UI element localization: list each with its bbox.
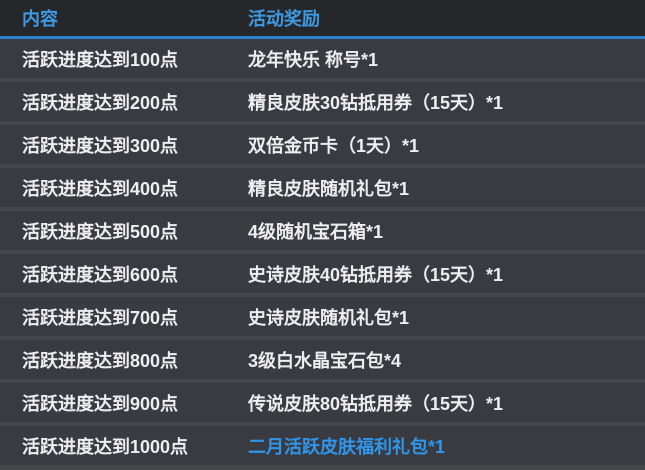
progress-requirement-cell: 活跃进度达到400点 — [22, 178, 179, 199]
progress-requirement-cell: 活跃进度达到1000点 — [22, 436, 189, 457]
column-header-reward: 活动奖励 — [248, 9, 320, 29]
table-row: 活跃进度达到100点 龙年快乐 称号*1 — [0, 39, 645, 78]
table-body: 活跃进度达到100点 龙年快乐 称号*1 活跃进度达到200点 精良皮肤30钻抵… — [0, 39, 645, 465]
table-row: 活跃进度达到800点 3级白水晶宝石包*4 — [0, 340, 645, 379]
reward-cell: 精良皮肤30钻抵用券（15天）*1 — [248, 92, 504, 113]
reward-cell: 史诗皮肤40钻抵用券（15天）*1 — [248, 264, 504, 285]
table-row: 活跃进度达到1000点 二月活跃皮肤福利礼包*1 — [0, 426, 645, 465]
table-row: 活跃进度达到300点 双倍金币卡（1天）*1 — [0, 125, 645, 164]
table-row: 活跃进度达到900点 传说皮肤80钻抵用券（15天）*1 — [0, 383, 645, 422]
progress-requirement-cell: 活跃进度达到800点 — [22, 350, 179, 371]
reward-link[interactable]: 二月活跃皮肤福利礼包*1 — [248, 436, 446, 457]
progress-requirement-cell: 活跃进度达到900点 — [22, 393, 179, 414]
table-row: 活跃进度达到600点 史诗皮肤40钻抵用券（15天）*1 — [0, 254, 645, 293]
table-row: 活跃进度达到700点 史诗皮肤随机礼包*1 — [0, 297, 645, 336]
table-header-row: 内容 活动奖励 — [0, 0, 645, 39]
progress-requirement-cell: 活跃进度达到300点 — [22, 135, 179, 156]
progress-requirement-cell: 活跃进度达到700点 — [22, 307, 179, 328]
reward-cell: 传说皮肤80钻抵用券（15天）*1 — [248, 393, 504, 414]
reward-cell: 3级白水晶宝石包*4 — [248, 350, 402, 371]
progress-requirement-cell: 活跃进度达到200点 — [22, 92, 179, 113]
column-header-content: 内容 — [22, 9, 58, 29]
progress-requirement-cell: 活跃进度达到500点 — [22, 221, 179, 242]
reward-cell: 史诗皮肤随机礼包*1 — [248, 307, 410, 328]
table-row: 活跃进度达到200点 精良皮肤30钻抵用券（15天）*1 — [0, 82, 645, 121]
progress-requirement-cell: 活跃进度达到100点 — [22, 49, 179, 70]
reward-cell: 精良皮肤随机礼包*1 — [248, 178, 410, 199]
reward-cell: 4级随机宝石箱*1 — [248, 221, 384, 242]
progress-requirement-cell: 活跃进度达到600点 — [22, 264, 179, 285]
reward-cell: 双倍金币卡（1天）*1 — [248, 135, 420, 156]
table-row: 活跃进度达到500点 4级随机宝石箱*1 — [0, 211, 645, 250]
table-row: 活跃进度达到400点 精良皮肤随机礼包*1 — [0, 168, 645, 207]
reward-cell: 龙年快乐 称号*1 — [248, 49, 379, 70]
